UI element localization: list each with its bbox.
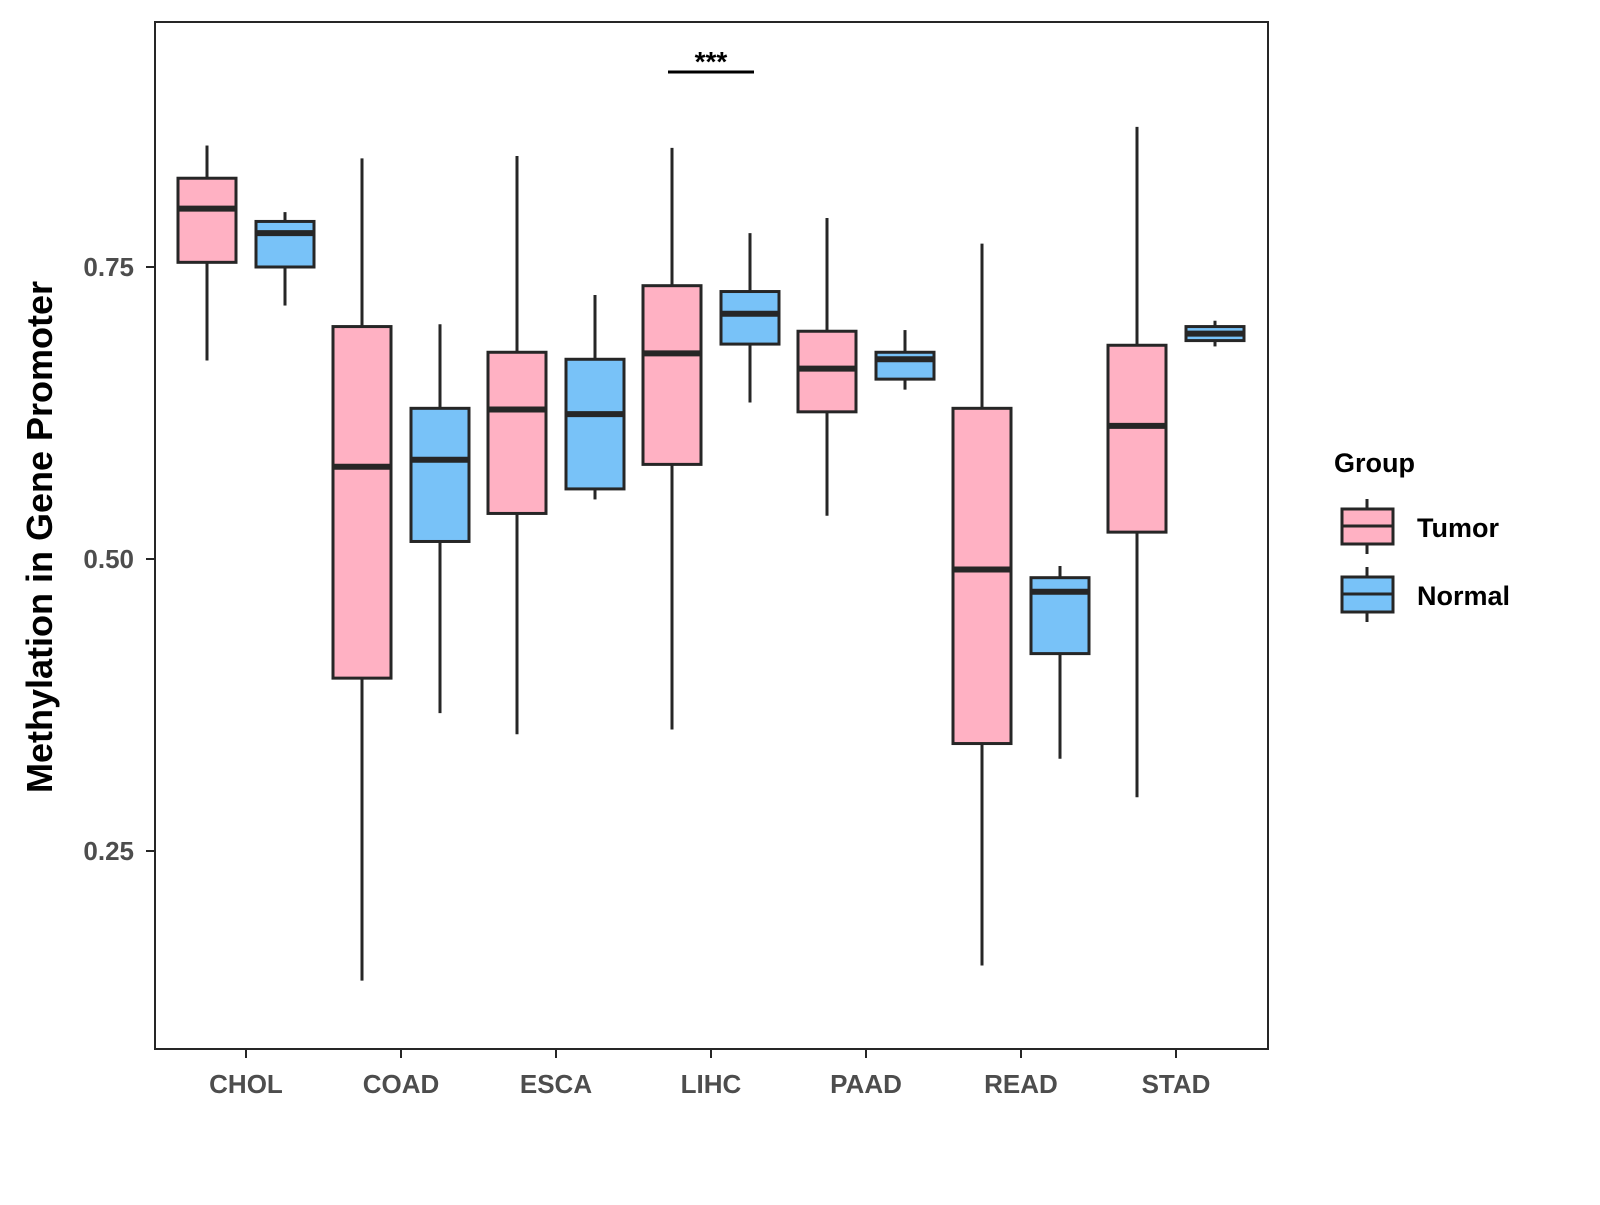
legend-title: Group <box>1334 448 1415 478</box>
box-tumor-coad <box>331 158 393 981</box>
x-tick-label: CHOL <box>209 1069 283 1099</box>
box-iqr <box>951 406 1013 746</box>
box-tumor-paad <box>796 217 858 516</box>
x-tick-label: ESCA <box>520 1069 592 1099</box>
box-tumor-esca <box>486 156 548 735</box>
legend-label: Tumor <box>1417 513 1499 543</box>
y-axis-title: Methylation in Gene Promoter <box>19 281 60 793</box>
x-tick-label: COAD <box>363 1069 440 1099</box>
boxes <box>176 126 1246 981</box>
box-iqr <box>564 357 626 491</box>
box-tumor-lihc <box>641 147 703 730</box>
plot-panel <box>154 21 1269 1050</box>
box-iqr <box>486 350 548 515</box>
box-iqr <box>254 219 316 269</box>
box-normal-chol <box>254 212 316 306</box>
legend-item-tumor: Tumor <box>1340 499 1499 554</box>
box-iqr <box>641 284 703 466</box>
legend-label: Normal <box>1417 581 1510 611</box>
y-tick-label: 0.75 <box>83 252 134 282</box>
x-tick-label: LIHC <box>681 1069 742 1099</box>
box-tumor-read <box>951 243 1013 966</box>
box-normal-stad <box>1184 320 1246 347</box>
box-normal-paad <box>874 330 936 390</box>
x-axis: CHOL COAD ESCA LIHC PAAD READ STAD <box>209 1049 1210 1099</box>
box-normal-coad <box>409 324 471 714</box>
legend-item-normal: Normal <box>1340 567 1510 622</box>
legend: Group Tumor Normal <box>1334 448 1510 622</box>
box-iqr <box>1106 343 1168 534</box>
box-normal-read <box>1029 566 1091 759</box>
y-axis: 0.25 0.50 0.75 <box>83 252 155 866</box>
box-iqr <box>719 290 781 346</box>
annotations: *** <box>668 46 754 77</box>
x-tick-label: READ <box>984 1069 1058 1099</box>
y-tick-label: 0.25 <box>83 836 134 866</box>
box-normal-lihc <box>719 233 781 403</box>
y-tick-label: 0.50 <box>83 544 134 574</box>
box-iqr <box>409 406 471 543</box>
x-tick-label: PAAD <box>830 1069 902 1099</box>
box-normal-esca <box>564 295 626 500</box>
box-iqr <box>331 325 393 680</box>
significance-label: *** <box>695 46 728 77</box>
box-iqr <box>176 176 238 264</box>
box-tumor-chol <box>176 145 238 361</box>
box-tumor-stad <box>1106 126 1168 798</box>
x-tick-label: STAD <box>1142 1069 1211 1099</box>
